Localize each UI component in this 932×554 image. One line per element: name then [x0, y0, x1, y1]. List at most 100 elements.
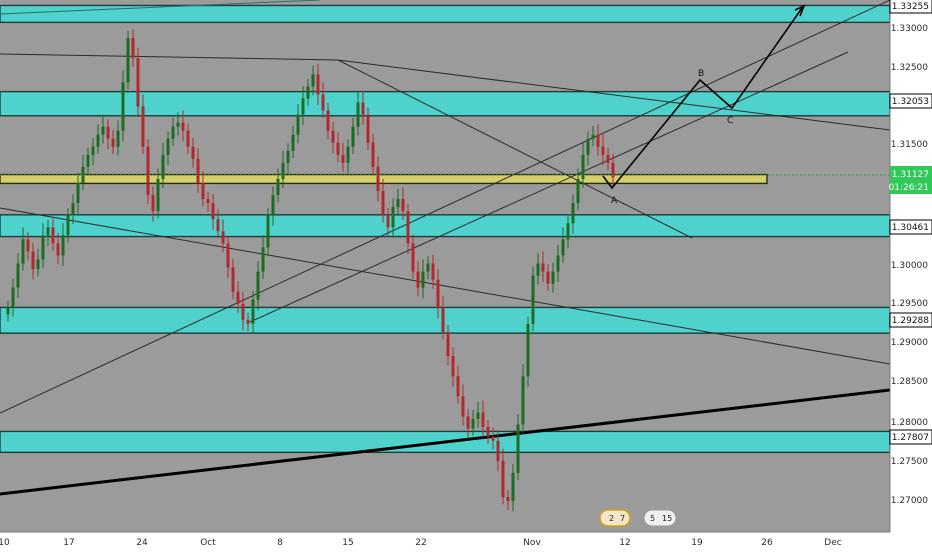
candle-body	[301, 98, 305, 115]
candle-body	[111, 138, 115, 147]
price-tick-label: 1.27000	[891, 496, 928, 506]
candle-body	[231, 267, 235, 292]
price-axis[interactable]: 1.33000 1.32500 1.31500 1.30000 1.29500 1.290…	[889, 0, 932, 506]
candle-body	[161, 154, 165, 179]
event-badge-2-count-a: 5	[650, 514, 655, 523]
time-tick-label: Nov	[523, 538, 541, 548]
candle-body	[401, 199, 405, 212]
price-tick-label: 1.30000	[891, 261, 928, 271]
candle-body	[441, 307, 445, 332]
candle-body	[591, 134, 595, 139]
price-tick-label: 1.29500	[891, 299, 928, 309]
time-tick-label: 8	[277, 538, 283, 548]
candle-body	[446, 331, 450, 357]
candle-body	[326, 110, 330, 131]
candle-body	[61, 235, 65, 256]
candle-body	[486, 426, 490, 437]
candle-body	[116, 130, 120, 147]
candle-body	[336, 142, 340, 155]
time-tick-label: 22	[415, 538, 426, 548]
candle-body	[256, 271, 260, 300]
candle-body	[541, 263, 545, 272]
price-tick-label: 1.33000	[891, 24, 928, 34]
candle-body	[341, 154, 345, 163]
candle-body	[311, 74, 315, 87]
candle-body	[266, 215, 270, 248]
candle-body	[396, 199, 400, 208]
price-tick-label: 1.29000	[891, 338, 928, 348]
candle-body	[136, 58, 140, 107]
candle-body	[16, 263, 20, 288]
time-tick-label: Dec	[824, 538, 841, 548]
price-tick-label: 1.32500	[891, 63, 928, 73]
candle-body	[421, 271, 425, 288]
candle-body	[466, 416, 470, 429]
candle-body	[601, 146, 605, 155]
candle-body	[251, 299, 255, 324]
candle-body	[181, 122, 185, 131]
badge-layer: 2 7 5 15	[599, 509, 677, 527]
candle-body	[581, 154, 585, 179]
candle-body	[391, 207, 395, 228]
candle-body	[586, 138, 590, 155]
candle-body	[31, 251, 35, 270]
candle-body	[91, 146, 95, 155]
candle-body	[321, 94, 325, 111]
candle-body	[156, 178, 160, 212]
candle-body	[411, 243, 415, 272]
candle-body	[96, 134, 100, 147]
teal-line	[0, 0, 321, 15]
candle-body	[41, 235, 45, 260]
candle-body	[551, 271, 555, 284]
candle-body	[406, 211, 410, 244]
resistance-trendline	[0, 53, 339, 61]
candle-body	[186, 130, 190, 147]
candle-body	[296, 114, 300, 135]
candle-body	[511, 472, 515, 502]
candle-body	[261, 247, 265, 272]
candle-body	[86, 154, 90, 167]
candle-body	[431, 263, 435, 280]
candle-body	[526, 323, 530, 377]
candle-body	[226, 243, 230, 268]
candle-body	[211, 203, 215, 220]
time-axis[interactable]: 10 17 24 Oct 8 15 22 Nov 12 19 26 Dec	[0, 538, 842, 548]
candle-body	[521, 376, 525, 425]
candle-body	[491, 436, 495, 441]
candle-body	[386, 215, 390, 228]
candle-body	[316, 74, 320, 95]
candle-body	[246, 319, 250, 324]
zone-support-middle	[0, 306, 891, 334]
level-label: 1.30461	[892, 223, 929, 233]
time-tick-label: 26	[761, 538, 773, 548]
candle-body	[481, 412, 485, 427]
candle-body	[36, 259, 40, 270]
candle-body	[286, 150, 290, 163]
lower-uptrend-line	[0, 0, 891, 414]
channel-line	[249, 51, 849, 323]
candle-body	[171, 126, 175, 139]
candle-body	[351, 126, 355, 147]
level-label-box	[889, 219, 932, 235]
candle-body	[121, 82, 125, 131]
wave-label-a: A	[611, 196, 618, 206]
candle-body	[516, 424, 520, 473]
price-tick-label: 1.28500	[891, 377, 928, 387]
time-axis-background	[0, 532, 932, 550]
event-badge-2-count-b: 15	[662, 514, 672, 523]
candle-body	[571, 203, 575, 224]
candle-body	[416, 271, 420, 288]
candle-body	[271, 195, 275, 216]
level-label: 1.32053	[892, 97, 929, 107]
candle-body	[241, 303, 245, 320]
wave-label-c: C	[727, 116, 733, 126]
time-tick-label: 19	[691, 538, 703, 548]
event-badge-1-count-a: 2	[609, 514, 614, 523]
candle-body	[176, 122, 180, 127]
level-label-box	[889, 429, 932, 445]
candle-body	[76, 183, 80, 204]
candle-body	[381, 191, 385, 216]
candle-body	[546, 271, 550, 284]
candle-body	[66, 215, 70, 236]
